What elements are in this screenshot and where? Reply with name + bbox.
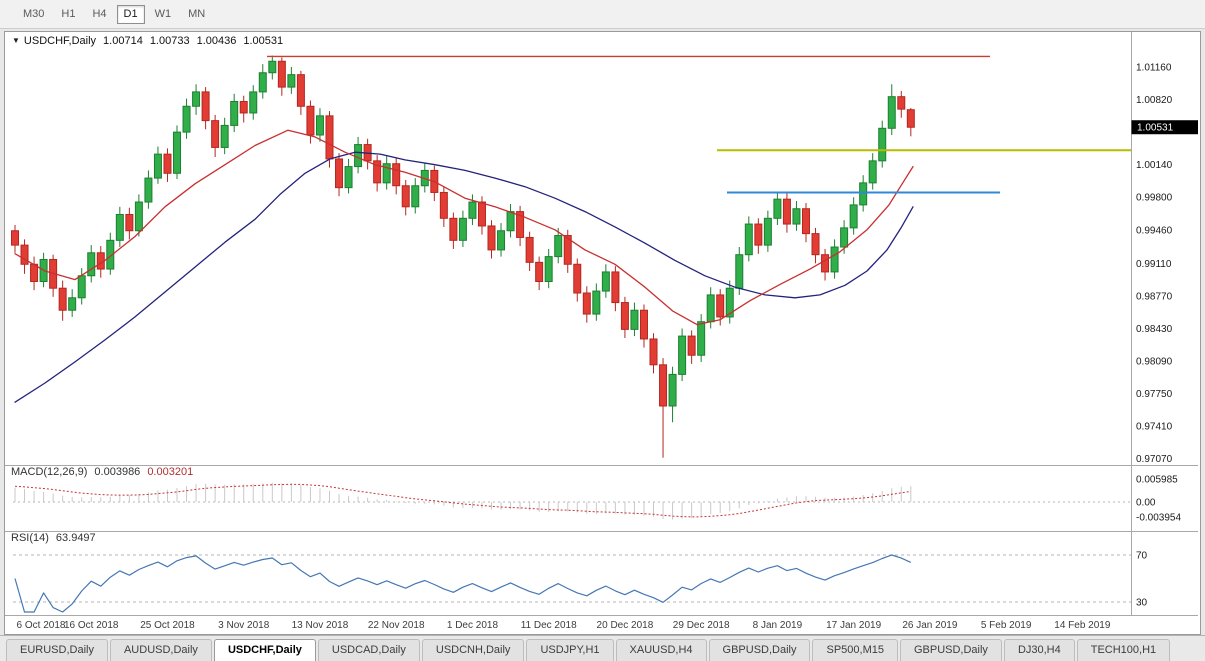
rsi-axis[interactable]: 70 30 xyxy=(1136,551,1148,609)
timeframe-button-w1[interactable]: W1 xyxy=(148,5,179,24)
svg-text:11 Dec 2018: 11 Dec 2018 xyxy=(521,620,577,631)
svg-text:1.00531: 1.00531 xyxy=(1137,123,1174,134)
svg-text:8 Jan 2019: 8 Jan 2019 xyxy=(753,620,803,631)
chart-tab-usdcnh-daily[interactable]: USDCNH,Daily xyxy=(421,639,525,661)
svg-text:1.00820: 1.00820 xyxy=(1136,95,1173,106)
svg-text:0.97750: 0.97750 xyxy=(1136,389,1173,400)
svg-text:14 Feb 2019: 14 Feb 2019 xyxy=(1054,620,1111,631)
timeframe-toolbar: M30 H1 H4 D1 W1 MN xyxy=(0,0,1205,29)
svg-text:0.99800: 0.99800 xyxy=(1136,193,1173,204)
chart-tab-sp500-m15[interactable]: SP500,M15 xyxy=(812,639,898,661)
svg-text:3 Nov 2018: 3 Nov 2018 xyxy=(218,620,270,631)
svg-text:0.99110: 0.99110 xyxy=(1136,259,1172,270)
ma-slow-line xyxy=(14,151,914,403)
svg-text:1.00140: 1.00140 xyxy=(1136,160,1173,171)
macd-panel xyxy=(13,482,1131,520)
ma-fast-line xyxy=(14,129,914,326)
svg-text:0.005985: 0.005985 xyxy=(1136,475,1178,486)
price-chart-canvas[interactable]: 1.01160 1.00820 1.00140 0.99800 0.99460 0.991… xyxy=(5,32,1198,632)
svg-text:0.97410: 0.97410 xyxy=(1136,422,1173,433)
svg-text:1.01160: 1.01160 xyxy=(1136,63,1172,74)
svg-text:0.00: 0.00 xyxy=(1136,498,1156,509)
rsi-panel xyxy=(13,554,1131,613)
svg-text:5 Feb 2019: 5 Feb 2019 xyxy=(981,620,1032,631)
chart-tab-usdjpy-h1[interactable]: USDJPY,H1 xyxy=(526,639,614,661)
timeframe-button-h1[interactable]: H1 xyxy=(54,5,82,24)
svg-text:22 Nov 2018: 22 Nov 2018 xyxy=(368,620,425,631)
svg-text:0.99460: 0.99460 xyxy=(1136,225,1173,236)
chart-tab-xauusd-h4[interactable]: XAUUSD,H4 xyxy=(615,639,707,661)
svg-text:1 Dec 2018: 1 Dec 2018 xyxy=(447,620,499,631)
macd-axis[interactable]: 0.005985 0.00 -0.003954 xyxy=(1136,475,1181,524)
chart-tab-gbpusd-daily[interactable]: GBPUSD,Daily xyxy=(899,639,1002,661)
svg-text:20 Dec 2018: 20 Dec 2018 xyxy=(597,620,654,631)
chart-tab-audusd-daily[interactable]: AUDUSD,Daily xyxy=(109,639,212,661)
svg-text:0.97070: 0.97070 xyxy=(1136,454,1173,465)
candles-layer xyxy=(11,55,915,458)
svg-text:13 Nov 2018: 13 Nov 2018 xyxy=(292,620,349,631)
price-axis[interactable]: 1.01160 1.00820 1.00140 0.99800 0.99460 0.991… xyxy=(1136,63,1173,466)
svg-text:0.98430: 0.98430 xyxy=(1136,324,1173,335)
svg-text:26 Jan 2019: 26 Jan 2019 xyxy=(902,620,957,631)
chart-tab-eurusd-daily[interactable]: EURUSD,Daily xyxy=(6,639,108,661)
svg-text:29 Dec 2018: 29 Dec 2018 xyxy=(673,620,730,631)
svg-text:25 Oct 2018: 25 Oct 2018 xyxy=(140,620,195,631)
svg-text:17 Jan 2019: 17 Jan 2019 xyxy=(826,620,881,631)
timeframe-button-d1[interactable]: D1 xyxy=(116,4,145,24)
chart-tab-tech100-h1[interactable]: TECH100,H1 xyxy=(1076,639,1171,661)
chart-tab-dj30-h4[interactable]: DJ30,H4 xyxy=(1003,639,1075,661)
timeframe-button-h4[interactable]: H4 xyxy=(85,5,113,24)
svg-text:16 Oct 2018: 16 Oct 2018 xyxy=(64,620,119,631)
timeframe-button-mn[interactable]: MN xyxy=(181,5,212,24)
svg-text:30: 30 xyxy=(1136,598,1148,609)
timeframe-button-m30[interactable]: M30 xyxy=(16,5,51,24)
svg-text:0.98090: 0.98090 xyxy=(1136,356,1173,367)
chart-window: 1.01160 1.00820 1.00140 0.99800 0.99460 0.991… xyxy=(4,31,1201,635)
chart-tab-bar: EURUSD,Daily AUDUSD,Daily USDCHF,Daily USDC… xyxy=(0,635,1205,661)
chart-tab-usdcad-daily[interactable]: USDCAD,Daily xyxy=(317,639,420,661)
chart-tab-gbpusd-daily[interactable]: GBPUSD,Daily xyxy=(708,639,811,661)
chart-tab-usdchf-daily[interactable]: USDCHF,Daily xyxy=(213,639,316,661)
svg-text:-0.003954: -0.003954 xyxy=(1136,513,1181,524)
current-price-tag: 1.00531 xyxy=(1131,120,1198,135)
svg-text:6 Oct 2018: 6 Oct 2018 xyxy=(17,620,66,631)
svg-text:0.98770: 0.98770 xyxy=(1136,291,1173,302)
svg-text:70: 70 xyxy=(1136,551,1148,562)
